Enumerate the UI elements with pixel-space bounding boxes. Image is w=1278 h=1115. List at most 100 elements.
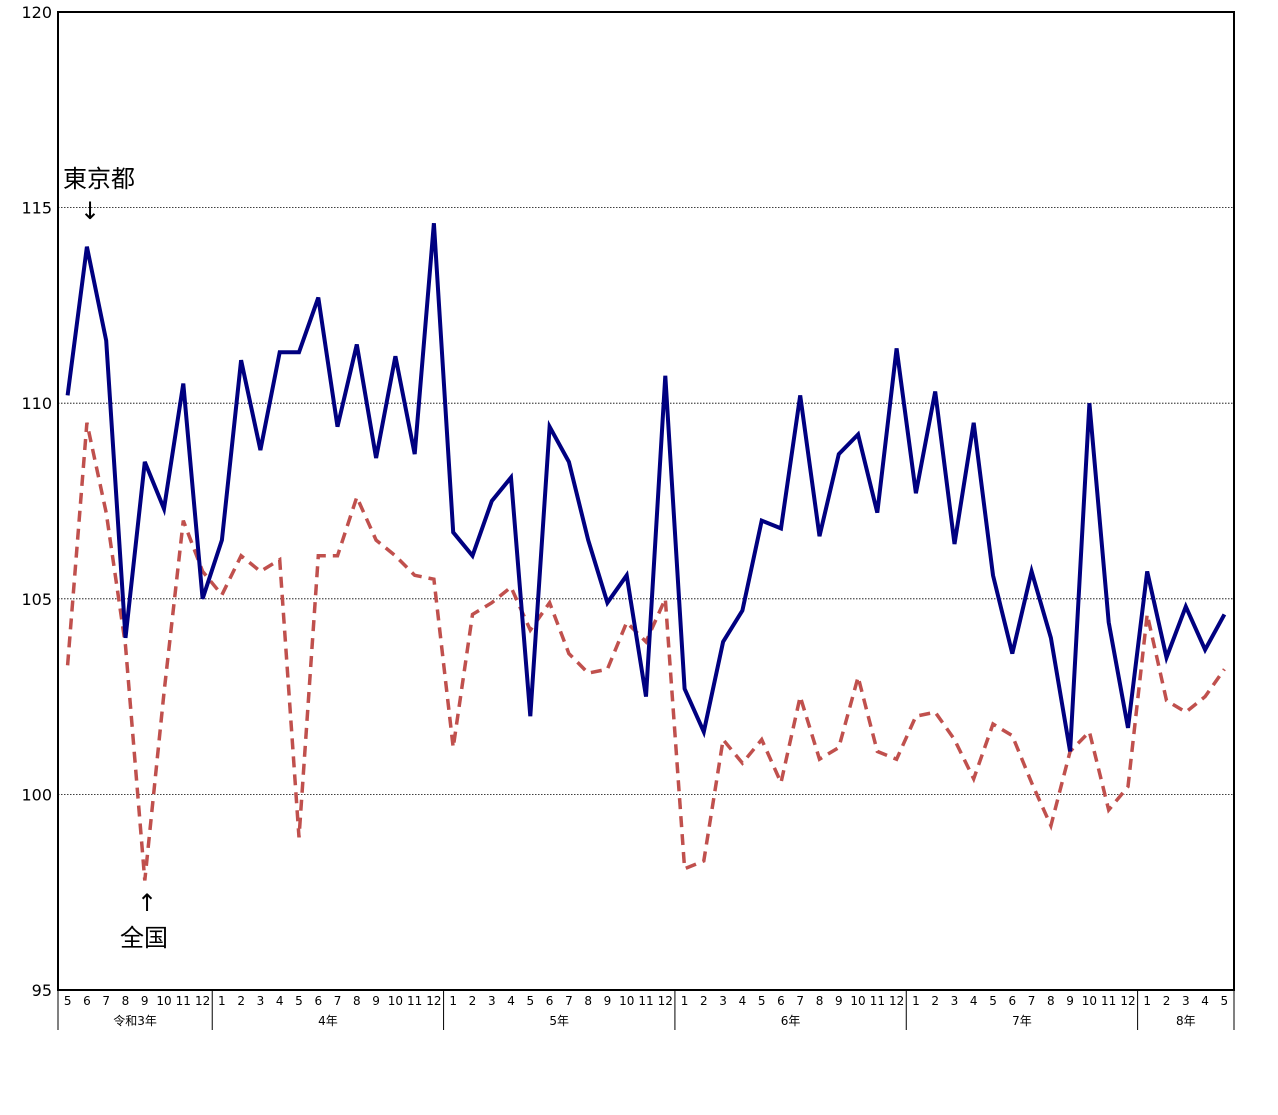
x-tick-label: 7 bbox=[1028, 994, 1036, 1008]
data-point bbox=[528, 628, 532, 632]
data-point bbox=[895, 757, 899, 761]
x-tick-label: 3 bbox=[257, 994, 265, 1008]
data-point bbox=[760, 519, 764, 523]
x-tick-label: 7 bbox=[334, 994, 342, 1008]
data-point bbox=[104, 339, 108, 343]
data-point bbox=[895, 346, 899, 350]
data-point bbox=[875, 749, 879, 753]
data-point bbox=[625, 620, 629, 624]
series-lines bbox=[65, 223, 1227, 882]
x-tick-label: 2 bbox=[469, 994, 477, 1008]
data-point bbox=[413, 452, 417, 456]
data-point bbox=[991, 722, 995, 726]
tokyo-series-label: 東京都 bbox=[63, 165, 135, 193]
data-point bbox=[663, 374, 667, 378]
data-point bbox=[1010, 652, 1014, 656]
x-tick-label: 5 bbox=[295, 994, 303, 1008]
x-tick-label: 11 bbox=[1101, 994, 1116, 1008]
data-point bbox=[1030, 569, 1034, 573]
data-point bbox=[143, 878, 147, 882]
x-tick-label: 11 bbox=[638, 994, 653, 1008]
data-point bbox=[1145, 612, 1149, 616]
data-point bbox=[278, 350, 282, 354]
x-tick-label: 3 bbox=[719, 994, 727, 1008]
x-tick-label: 4 bbox=[507, 994, 515, 1008]
data-point bbox=[66, 663, 70, 667]
x-tick-label: 10 bbox=[619, 994, 634, 1008]
data-point bbox=[316, 296, 320, 300]
x-tick-label: 3 bbox=[488, 994, 496, 1008]
data-point bbox=[798, 393, 802, 397]
x-tick-label: 6 bbox=[83, 994, 91, 1008]
x-tick-label: 1 bbox=[912, 994, 920, 1008]
x-tick-label: 12 bbox=[195, 994, 210, 1008]
x-tick-label: 9 bbox=[835, 994, 843, 1008]
data-point bbox=[740, 761, 744, 765]
data-point bbox=[1222, 612, 1226, 616]
data-point bbox=[355, 495, 359, 499]
data-point bbox=[798, 695, 802, 699]
x-tick-label: 10 bbox=[850, 994, 865, 1008]
y-tick-label: 100 bbox=[21, 785, 52, 804]
year-group-label: 令和3年 bbox=[113, 1013, 157, 1028]
y-axis: 95 100 105 110 115 120 bbox=[21, 3, 52, 1000]
year-group-label: 5年 bbox=[549, 1014, 569, 1028]
data-point bbox=[1145, 569, 1149, 573]
data-point bbox=[1126, 726, 1130, 730]
data-point bbox=[336, 554, 340, 558]
y-tick-label: 115 bbox=[21, 199, 52, 218]
data-point bbox=[683, 867, 687, 871]
x-tick-label: 3 bbox=[1182, 994, 1190, 1008]
data-point bbox=[586, 671, 590, 675]
x-tick-label: 6 bbox=[777, 994, 785, 1008]
x-tick-label: 12 bbox=[1120, 994, 1135, 1008]
x-tick-label: 3 bbox=[951, 994, 959, 1008]
x-tick-label: 11 bbox=[407, 994, 422, 1008]
data-point bbox=[1068, 749, 1072, 753]
data-point bbox=[1184, 605, 1188, 609]
y-tick-label: 120 bbox=[21, 3, 52, 22]
data-point bbox=[683, 687, 687, 691]
x-tick-label: 9 bbox=[372, 994, 380, 1008]
data-point bbox=[162, 691, 166, 695]
x-tick-label: 5 bbox=[758, 994, 766, 1008]
data-point bbox=[1222, 667, 1226, 671]
data-point bbox=[123, 644, 127, 648]
data-point bbox=[1087, 730, 1091, 734]
x-axis: 5 6 7 8 9 10 11 12 1 2 3 4 5 6 7 8 9 10 11 12 1 2 3 4 5 6 7 8 9 10 11 1… bbox=[57, 990, 1235, 1030]
year-group-label: 4年 bbox=[318, 1014, 338, 1028]
data-point bbox=[1049, 824, 1053, 828]
x-tick-label: 12 bbox=[426, 994, 441, 1008]
x-tick-label: 2 bbox=[931, 994, 939, 1008]
x-tick-label: 9 bbox=[604, 994, 612, 1008]
x-tick-label: 4 bbox=[970, 994, 978, 1008]
x-tick-label: 5 bbox=[1221, 994, 1229, 1008]
x-tick-label: 1 bbox=[449, 994, 457, 1008]
x-tick-label: 10 bbox=[156, 994, 171, 1008]
data-point bbox=[66, 393, 70, 397]
grid-lines bbox=[58, 207, 1234, 795]
data-point bbox=[1107, 808, 1111, 812]
data-point bbox=[451, 745, 455, 749]
data-point bbox=[740, 609, 744, 613]
data-point bbox=[181, 519, 185, 523]
x-tick-label: 4 bbox=[1201, 994, 1209, 1008]
data-point bbox=[509, 585, 513, 589]
data-point bbox=[779, 526, 783, 530]
tokyo-arrow-icon: ↓ bbox=[80, 197, 100, 225]
data-point bbox=[490, 601, 494, 605]
data-point bbox=[972, 777, 976, 781]
data-point bbox=[818, 757, 822, 761]
year-group-label: 7年 bbox=[1012, 1014, 1032, 1028]
data-point bbox=[258, 448, 262, 452]
x-tick-label: 7 bbox=[102, 994, 110, 1008]
data-point bbox=[1165, 699, 1169, 703]
data-point bbox=[258, 569, 262, 573]
data-point bbox=[1203, 695, 1207, 699]
data-point bbox=[374, 538, 378, 542]
data-point bbox=[644, 695, 648, 699]
data-point bbox=[355, 343, 359, 347]
data-point bbox=[663, 597, 667, 601]
data-point bbox=[297, 350, 301, 354]
